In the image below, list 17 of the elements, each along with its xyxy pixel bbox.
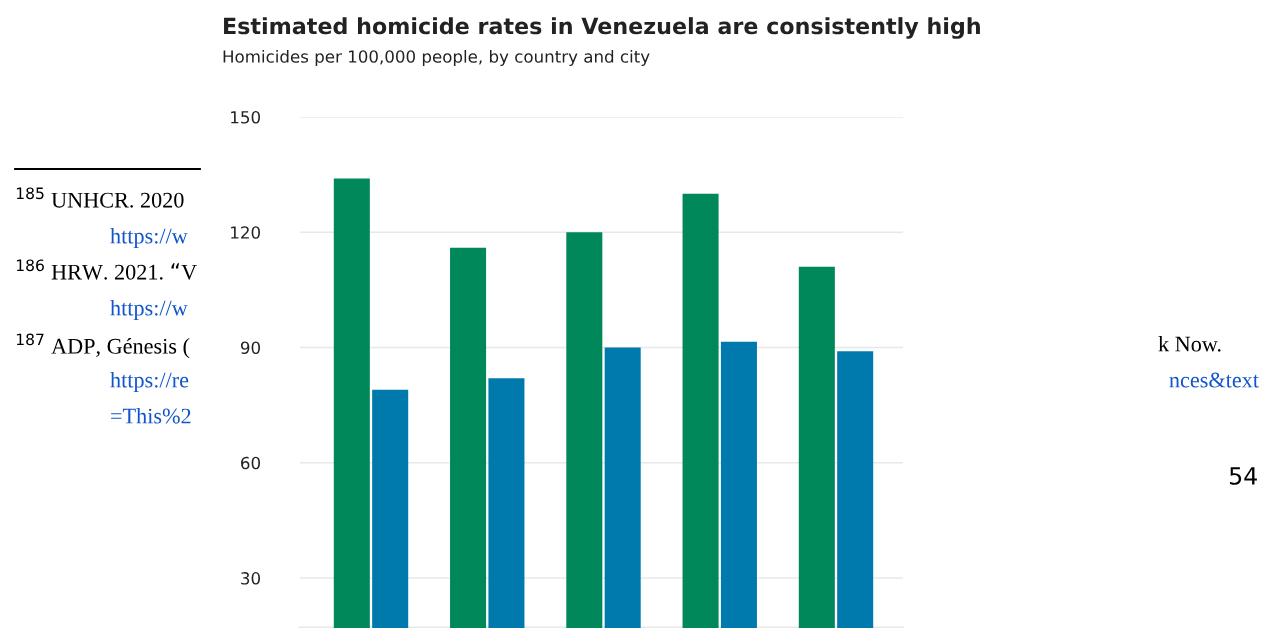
chart-subtitle: Homicides per 100,000 people, by country and city [223,49,650,67]
y-tick-label: 150 [231,110,260,124]
text: nces&text [1169,372,1259,388]
text: https://re [110,371,189,393]
text: 54 [1229,467,1257,485]
y-tick-label: 120 [231,226,260,239]
text: =This%2 [111,407,191,424]
text: https://w [110,227,188,249]
y-tick-label: 90 [240,341,260,355]
y-tick-label: 60 [241,456,260,470]
y-tick-label: 30 [241,572,260,585]
text: $^{185}$ UNHCR. 2020 [16,187,184,208]
text: $^{186}$ HRW. 2021. “V [16,259,197,280]
text: k Now. [1158,335,1221,352]
text: https://w [110,299,188,321]
chart-title: Estimated homicide rates in Venezuela are consistently high [224,17,980,39]
text: $^{187}$ ADP, Génesis ( [16,333,190,359]
